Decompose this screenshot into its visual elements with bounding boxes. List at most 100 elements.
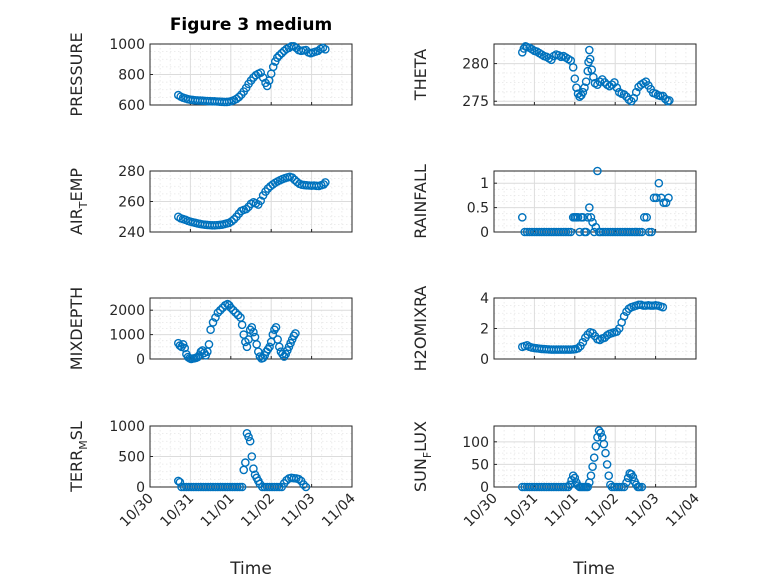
data-point [241,204,251,214]
data-point [272,482,282,492]
y-axis-label: PRESSURE [67,32,86,116]
data-point [237,482,247,492]
data-point [231,308,240,317]
y-tick-label: 280 [118,164,145,180]
data-point [637,482,647,492]
data-point [589,227,599,237]
y-tick-label: 0 [136,352,145,368]
data-point [570,74,580,83]
data-point [256,196,265,206]
data-point [206,325,215,335]
data-point [241,458,250,467]
data-point [573,213,583,222]
data-point [249,327,258,337]
data-point [617,482,626,492]
data-point [654,178,664,188]
y-tick-label: 240 [118,225,145,241]
data-point [262,81,272,91]
data-point [213,308,223,317]
data-point [578,213,588,222]
data-point [583,213,593,222]
data-point [321,178,330,187]
data-point [268,330,278,339]
y-tick-label: 1000 [109,419,145,435]
y-tick-label: 0 [480,480,489,496]
y-tick-label: 0.5 [467,201,489,217]
data-point [580,83,589,92]
data-point [232,482,242,492]
data-point [245,436,255,446]
data-point [578,337,588,347]
y-tick-label: 2 [480,322,489,338]
data-point [589,453,599,462]
subplot-mixdepth: 0 1000 2000 MIXDEPTH [67,287,353,370]
data-point [572,83,581,92]
axes-frame [493,425,697,488]
data-point [237,320,247,330]
data-point [622,478,631,487]
y-tick-label: 500 [118,450,145,466]
data-point [589,72,598,82]
subplot-h2omixra: 0 2 4 H2OMIXRA [411,286,697,372]
y-tick-label: 0 [136,480,145,496]
y-tick-label: 800 [118,68,145,84]
data-point [244,432,253,442]
data-point [249,464,258,474]
data-point [591,442,601,451]
data-point [631,87,641,97]
data-point [215,305,225,315]
data-point [272,53,282,63]
data-point [274,51,284,60]
y-axis-label: THETA [411,49,430,101]
data-point [271,322,281,332]
data-point [321,45,330,54]
data-point [614,482,624,492]
x-axis-label-left: Time [229,559,272,579]
y-axis-label: SUNFLUX [411,421,434,492]
data-point [644,227,654,237]
data-point [642,213,652,222]
data-point [263,184,273,193]
y-tick-label: 1000 [109,37,145,53]
y-tick-label: 1 [480,176,489,192]
y-axis-label: H2OMIXRA [411,286,430,372]
data-point [639,213,649,222]
data-point [233,310,243,320]
data-point [564,482,573,492]
data-point [234,92,244,102]
data-point [180,343,190,353]
data-point [561,227,571,237]
data-point [208,318,218,327]
data-point [599,439,609,449]
data-point [661,198,671,208]
data-point [583,482,593,492]
data-point [294,474,303,484]
y-tick-label: 2000 [109,303,145,319]
data-point [660,94,670,104]
y-tick-label: 275 [462,94,489,110]
data-point [256,68,265,77]
data-point [586,213,596,222]
data-point [277,48,287,58]
data-point [610,78,619,87]
data-point [274,342,284,352]
axes-frame [493,43,697,106]
data-point [595,77,605,86]
data-point [583,66,593,76]
data-point [319,180,329,189]
data-point [287,173,297,182]
data-point [658,302,668,312]
data-point [585,203,594,212]
data-point [659,198,668,208]
axes-frame [149,297,353,360]
data-point [301,482,311,492]
data-point [227,217,236,226]
y-tick-label: 600 [118,98,145,114]
data-point [594,426,604,435]
data-point [570,473,580,483]
data-point [665,96,674,105]
data-point [581,227,591,237]
